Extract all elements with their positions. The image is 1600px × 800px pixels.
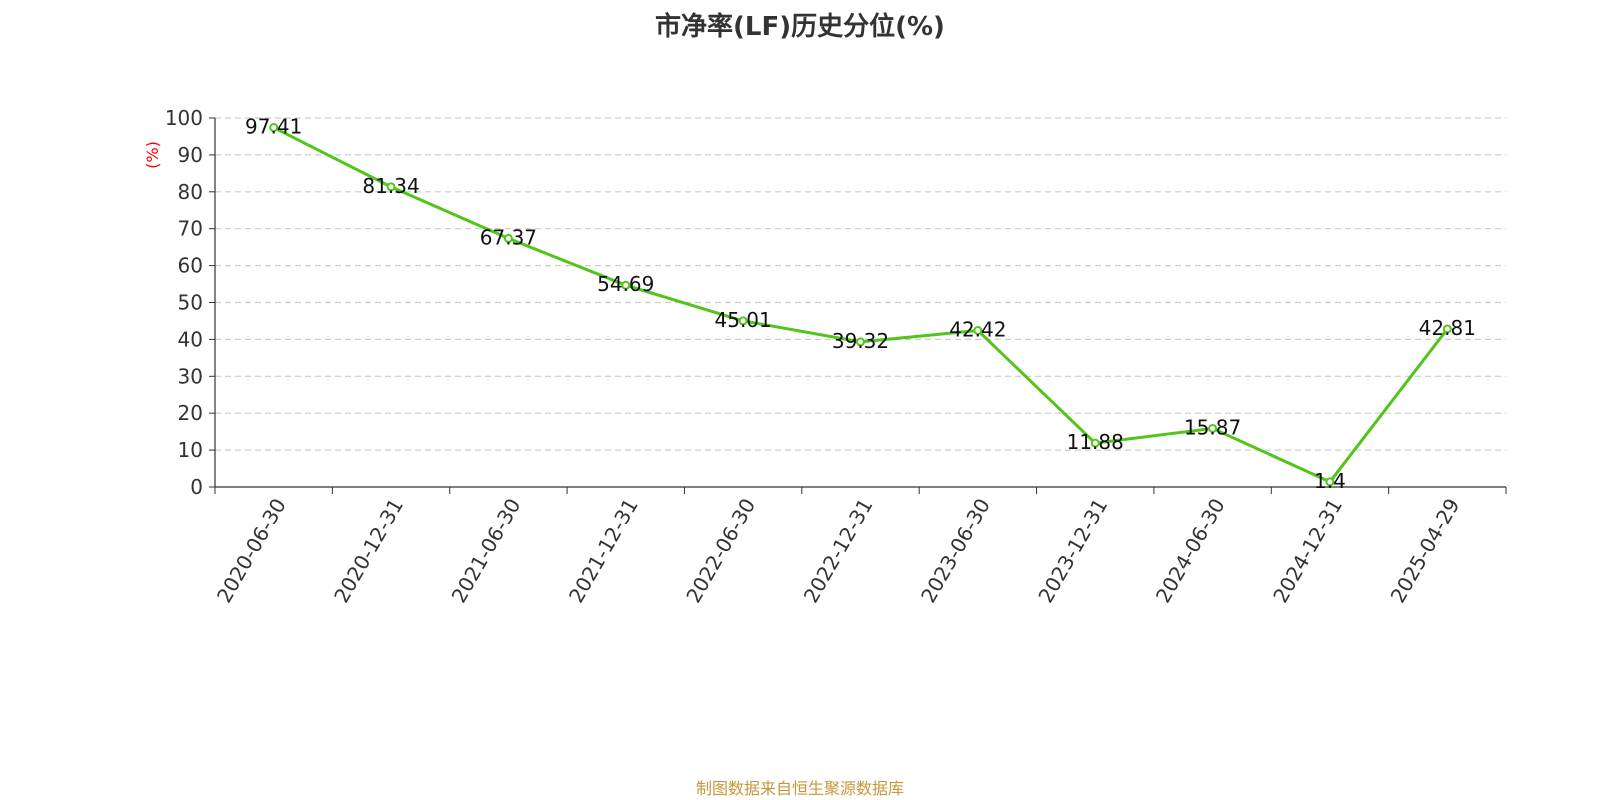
y-tick-label: 30 — [178, 364, 203, 388]
data-label: 67.37 — [480, 225, 537, 249]
y-tick-label: 80 — [178, 180, 203, 204]
data-labels: 97.41 81.34 67.37 54.69 45.01 39.32 42.42 11.88… — [245, 115, 1476, 493]
data-point — [1325, 477, 1335, 487]
data-label: 97.41 — [245, 115, 302, 139]
y-tick-label: 90 — [178, 143, 203, 167]
source-note: 制图数据来自恒生聚源数据库 — [695, 779, 904, 798]
data-points — [269, 123, 1452, 487]
y-tick-label: 50 — [178, 291, 203, 315]
chart-title: 市净率(LF)历史分位(%) — [655, 12, 945, 42]
data-point — [621, 280, 631, 290]
x-tick-label: 2023-12-31 — [1033, 494, 1112, 607]
x-tick-label: 2021-12-31 — [564, 494, 643, 607]
y-tick-labels: 0 10 20 30 40 50 60 70 80 90 100 — [165, 106, 203, 499]
y-tick-label: 0 — [190, 475, 203, 499]
data-label: 81.34 — [362, 174, 419, 198]
x-tick-label: 2024-12-31 — [1268, 494, 1347, 607]
series-line — [273, 126, 1449, 484]
y-tick-label: 100 — [165, 106, 203, 130]
y-tick-label: 70 — [178, 217, 203, 241]
grid-lines — [215, 117, 1506, 451]
x-tick-label: 2022-06-30 — [681, 494, 760, 607]
data-label: 15.87 — [1184, 415, 1241, 439]
y-tick-label: 60 — [178, 254, 203, 278]
x-tick-labels: 2020-06-30 2020-12-31 2021-06-30 2021-12-31… — [212, 494, 1465, 607]
data-point — [1090, 438, 1100, 448]
data-label: 39.32 — [832, 329, 889, 353]
data-label: 42.81 — [1419, 316, 1476, 340]
data-label: 54.69 — [597, 272, 654, 296]
x-tick-label: 2020-06-30 — [212, 494, 291, 607]
data-point — [738, 316, 748, 326]
x-tick-label: 2022-12-31 — [799, 494, 878, 607]
x-tick-label: 2021-06-30 — [447, 494, 526, 607]
y-axis-label: (%) — [143, 141, 162, 169]
x-tick-label: 2025-04-29 — [1386, 494, 1465, 607]
data-label: 11.88 — [1067, 430, 1124, 454]
x-tick-label: 2023-06-30 — [916, 494, 995, 607]
x-tick-label: 2024-06-30 — [1151, 494, 1230, 607]
y-tick-label: 40 — [178, 327, 203, 351]
x-tick-label: 2020-12-31 — [329, 494, 408, 607]
data-point — [1442, 324, 1452, 334]
y-tick-label: 10 — [178, 438, 203, 462]
data-label: 42.42 — [949, 317, 1006, 341]
data-point — [973, 325, 983, 335]
data-point — [1208, 423, 1218, 433]
series-line-path — [273, 126, 1449, 484]
data-point — [386, 182, 396, 192]
data-point — [269, 123, 279, 133]
y-tick-label: 20 — [178, 401, 203, 425]
data-point — [503, 233, 513, 243]
data-label: 1.4 — [1314, 469, 1346, 493]
axes — [209, 117, 1507, 494]
data-label: 45.01 — [715, 308, 772, 332]
data-point — [856, 337, 865, 347]
